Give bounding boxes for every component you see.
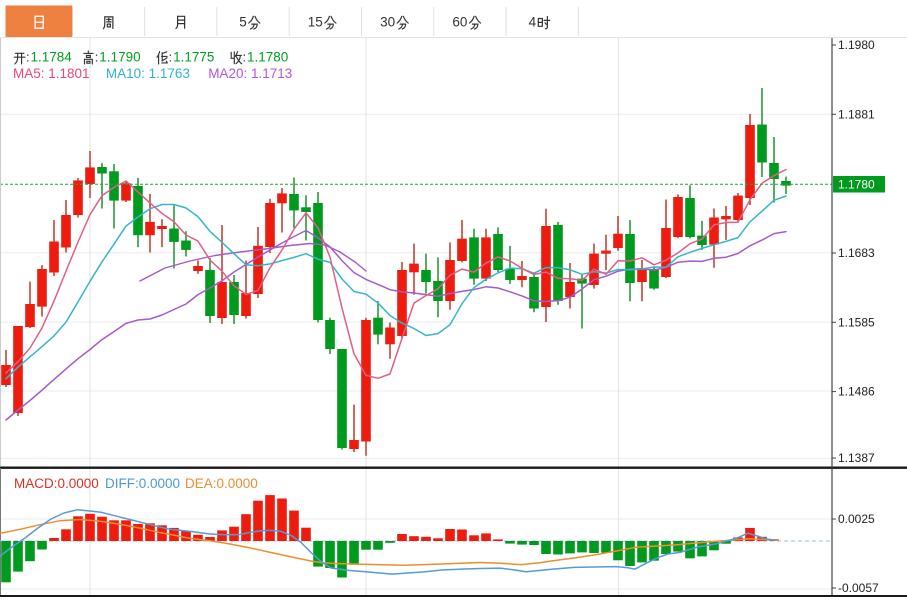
svg-text:DIFF:0.0000: DIFF:0.0000 [105, 476, 180, 491]
svg-text:1.1387: 1.1387 [838, 451, 875, 465]
svg-text:1.1980: 1.1980 [838, 38, 875, 52]
svg-text:DEA:0.0000: DEA:0.0000 [185, 476, 258, 491]
svg-text:-0.0057: -0.0057 [838, 581, 879, 595]
svg-text:1.1683: 1.1683 [838, 246, 875, 260]
svg-text:1.1780: 1.1780 [247, 50, 288, 65]
svg-text::: : [26, 50, 30, 65]
svg-text:5: 5 [239, 15, 247, 30]
svg-text:1.1784: 1.1784 [31, 50, 73, 65]
svg-text:1.1881: 1.1881 [838, 107, 875, 121]
svg-text:0.0025: 0.0025 [838, 512, 875, 526]
svg-text:1.1790: 1.1790 [99, 50, 140, 65]
svg-text:1.1780: 1.1780 [838, 178, 875, 192]
svg-text:15: 15 [308, 15, 323, 30]
svg-text:MA10: 1.1763: MA10: 1.1763 [106, 66, 190, 81]
svg-text:1.1775: 1.1775 [173, 50, 214, 65]
svg-text::: : [95, 50, 99, 65]
svg-text:MACD:0.0000: MACD:0.0000 [14, 476, 99, 491]
svg-text:MA20: 1.1713: MA20: 1.1713 [208, 66, 292, 81]
svg-text:4: 4 [529, 15, 537, 30]
svg-text:1.1585: 1.1585 [838, 315, 875, 329]
svg-text:1.1486: 1.1486 [838, 385, 875, 399]
svg-text:MA5: 1.1801: MA5: 1.1801 [13, 66, 90, 81]
svg-text::: : [243, 50, 247, 65]
svg-text:30: 30 [380, 15, 395, 30]
svg-text::: : [169, 50, 173, 65]
svg-text:60: 60 [452, 15, 467, 30]
